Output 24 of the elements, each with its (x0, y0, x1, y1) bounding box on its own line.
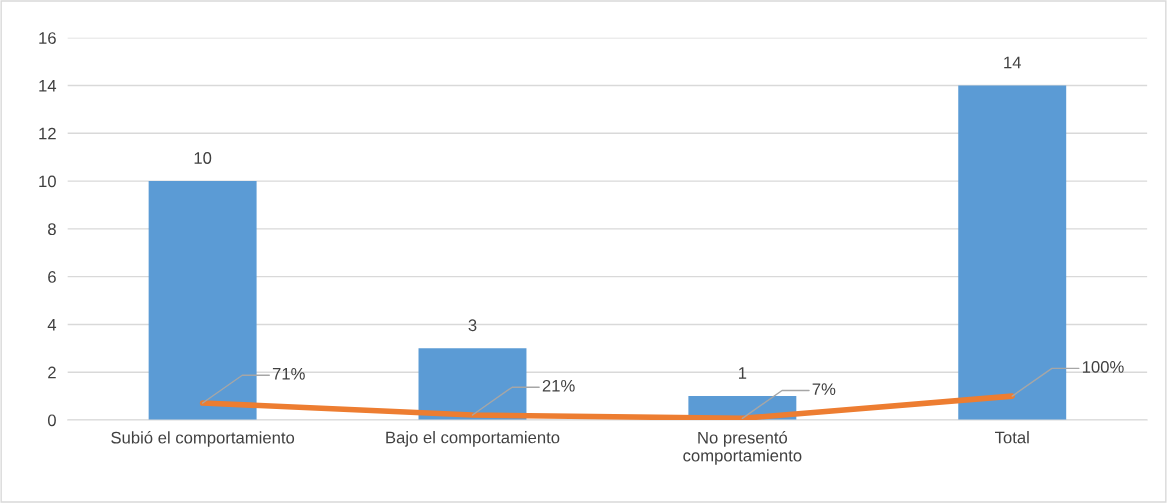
y-tick-label: 16 (39, 32, 56, 44)
x-tick-label: No presentó comportamiento (683, 431, 802, 465)
data-label: 21% (542, 379, 575, 392)
bar (418, 348, 527, 420)
y-tick-label: 6 (48, 271, 56, 283)
y-tick-label: 10 (39, 175, 56, 188)
bar (148, 181, 257, 420)
y-tick-label: 0 (47, 414, 56, 427)
bar (958, 85, 1067, 420)
data-label: 3 (468, 319, 477, 332)
data-label: 10 (194, 152, 212, 164)
x-tick-label: Bajo el comportamiento (386, 431, 560, 447)
y-tick-label: 2 (48, 366, 56, 379)
data-label: 100% (1082, 361, 1124, 373)
x-tick-label: Subió el comportamiento (111, 431, 295, 447)
x-tick-label: Total (995, 431, 1029, 444)
data-label: 71% (272, 368, 305, 380)
y-tick-label: 12 (39, 127, 56, 140)
data-label: 1 (738, 367, 747, 379)
data-label: 14 (1004, 56, 1022, 69)
y-tick-label: 4 (47, 319, 57, 331)
y-tick-label: 14 (39, 80, 57, 92)
data-label: 7% (812, 383, 836, 395)
y-tick-label: 8 (48, 223, 56, 236)
